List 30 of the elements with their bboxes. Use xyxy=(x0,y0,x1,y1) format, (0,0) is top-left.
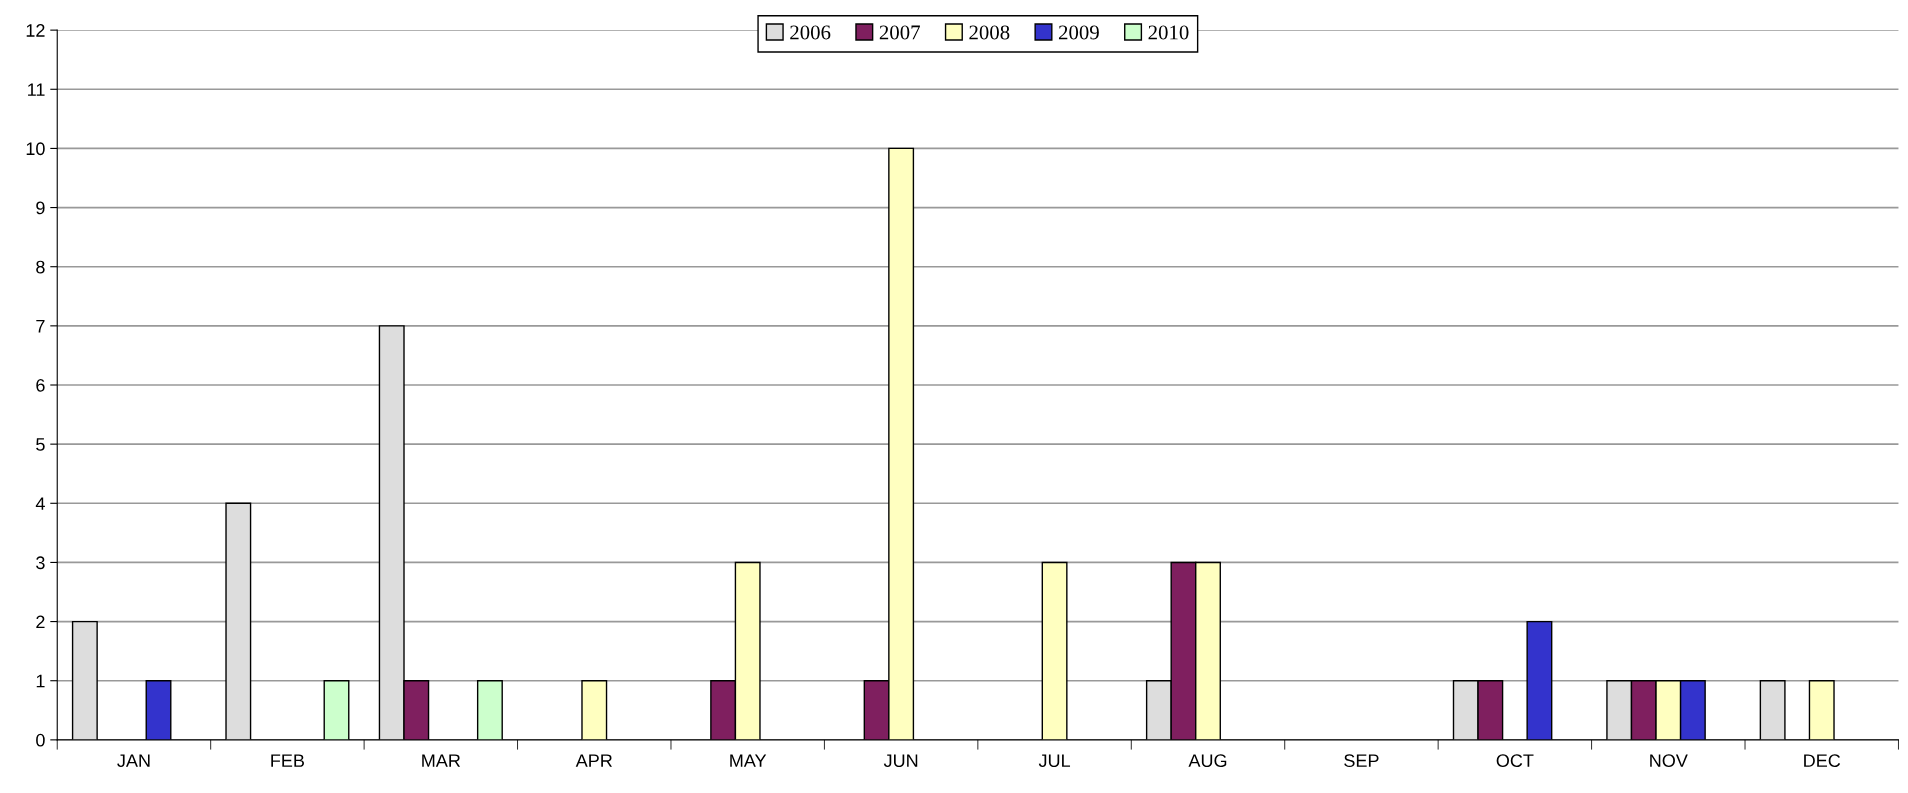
y-tick-label: 4 xyxy=(35,497,45,510)
x-tick-label: APR xyxy=(575,754,612,767)
y-tick-label: 1 xyxy=(36,674,45,688)
x-tick-label: AUG xyxy=(1188,754,1227,768)
y-tick-label: 0 xyxy=(36,733,45,747)
y-tick-label: 7 xyxy=(36,319,45,333)
x-tick-label: FEB xyxy=(271,754,304,767)
y-tick-label: 5 xyxy=(36,438,45,451)
legend-label: 2009 xyxy=(1058,25,1099,40)
x-tick-label: JUL xyxy=(1038,754,1071,768)
y-tick-label: 8 xyxy=(36,260,45,274)
x-tick-label: DEC xyxy=(1804,754,1841,768)
y-tick-label: 9 xyxy=(36,201,45,215)
legend-label: 2007 xyxy=(879,25,920,40)
y-tick-label: 6 xyxy=(36,378,45,392)
y-tick-label: 10 xyxy=(26,142,45,156)
y-tick-label: 3 xyxy=(36,556,45,570)
legend-label: 2008 xyxy=(969,25,1010,40)
legend-label: 2010 xyxy=(1148,25,1189,40)
y-tick-label: 2 xyxy=(36,615,45,629)
legend-label: 2006 xyxy=(790,25,831,40)
x-tick-label: JAN xyxy=(117,754,150,768)
x-tick-label: MAY xyxy=(730,754,767,767)
y-tick-label: 12 xyxy=(26,24,45,37)
x-tick-label: SEP xyxy=(1344,754,1379,768)
x-tick-label: NOV xyxy=(1650,754,1688,768)
x-tick-label: OCT xyxy=(1496,754,1534,768)
x-tick-label: JUN xyxy=(883,754,918,768)
x-tick-label: MAR xyxy=(422,754,461,767)
y-tick-label: 11 xyxy=(28,83,45,96)
